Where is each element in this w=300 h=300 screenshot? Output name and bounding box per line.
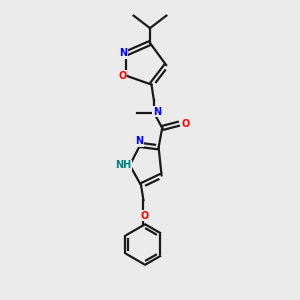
Text: O: O: [118, 71, 127, 81]
Text: O: O: [141, 211, 149, 221]
Text: NH: NH: [115, 160, 131, 170]
Text: O: O: [181, 118, 190, 128]
Text: N: N: [119, 48, 127, 59]
Text: N: N: [136, 136, 144, 146]
Text: N: N: [153, 107, 161, 117]
